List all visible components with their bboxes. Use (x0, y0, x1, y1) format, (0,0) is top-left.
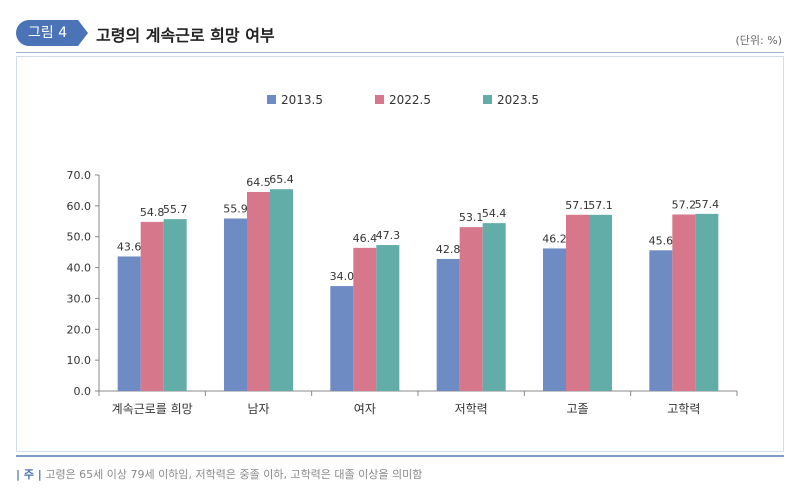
bar (566, 214, 589, 391)
bar (436, 258, 460, 391)
y-tick-label: 50.0 (67, 231, 92, 244)
data-label: 43.6 (117, 240, 142, 253)
bar (330, 286, 354, 391)
data-label: 45.6 (649, 234, 674, 247)
bar (247, 191, 270, 391)
title-divider (16, 52, 784, 53)
bar (459, 227, 483, 391)
data-label: 42.8 (436, 243, 461, 256)
legend-label: 2013.5 (281, 93, 323, 107)
figure-title: 고령의 계속근로 희망 여부 (96, 26, 275, 45)
data-label: 34.0 (330, 270, 355, 283)
bar (376, 245, 400, 391)
data-label: 46.2 (542, 232, 567, 245)
footnote-mark: | 주 | (16, 468, 42, 481)
y-tick-label: 40.0 (67, 262, 92, 275)
data-label: 55.7 (163, 203, 188, 216)
y-tick-label: 60.0 (67, 200, 92, 213)
bar (117, 256, 141, 391)
data-label: 57.4 (695, 198, 720, 211)
data-label: 47.3 (376, 229, 401, 242)
bar (140, 221, 164, 391)
footnote: | 주 | 고령은 65세 이상 79세 이하임, 저학력은 중졸 이하, 고학… (16, 466, 422, 482)
x-tick-label: 남자 (247, 402, 269, 416)
bar (695, 213, 719, 391)
footer-divider (16, 455, 784, 457)
y-tick-label: 0.0 (74, 385, 92, 398)
bar (649, 250, 673, 391)
data-label: 46.4 (353, 232, 378, 245)
legend-swatch (483, 95, 492, 104)
bar (589, 214, 612, 391)
y-tick-label: 30.0 (67, 292, 92, 305)
data-label: 53.1 (459, 211, 484, 224)
data-label: 55.9 (223, 203, 248, 216)
bar-chart: 0.010.020.030.040.050.060.070.043.654.85… (67, 93, 738, 416)
figure-number: 그림 4 (28, 25, 68, 41)
bar (224, 218, 247, 391)
bar (482, 223, 506, 391)
chart-panel: 0.0 10.0 20.0 30.0 40.0 50.0 60.0 70.0 43.6 54.8 5… (16, 56, 784, 452)
x-tick-label: 저학력 (455, 402, 488, 416)
x-tick-label: 고학력 (667, 402, 700, 416)
x-tick-label: 여자 (354, 402, 376, 416)
bar (672, 214, 696, 391)
footnote-text: 고령은 65세 이상 79세 이하임, 저학력은 중졸 이하, 고학력은 대졸 … (45, 468, 423, 481)
data-label: 54.8 (140, 206, 165, 219)
data-label: 57.2 (672, 198, 697, 211)
y-tick-label: 70.0 (67, 169, 92, 182)
figure-number-badge: 그림 4 (16, 20, 88, 46)
bar (543, 248, 566, 391)
legend-label: 2023.5 (497, 93, 539, 107)
data-label: 57.1 (588, 199, 613, 212)
bar (353, 247, 377, 391)
unit-label: (단위: %) (735, 34, 782, 47)
legend-swatch (375, 95, 384, 104)
data-label: 64.5 (246, 176, 271, 189)
legend-swatch (267, 95, 276, 104)
x-tick-label: 계속근로를 희망 (112, 402, 193, 416)
legend-label: 2022.5 (389, 93, 431, 107)
bar (163, 219, 187, 391)
y-tick-label: 10.0 (67, 354, 92, 367)
x-tick-label: 고졸 (566, 402, 588, 416)
data-label: 57.1 (565, 199, 590, 212)
y-tick-label: 20.0 (67, 323, 92, 336)
data-label: 65.4 (269, 173, 294, 186)
bar (270, 189, 293, 391)
data-label: 54.4 (482, 207, 507, 220)
